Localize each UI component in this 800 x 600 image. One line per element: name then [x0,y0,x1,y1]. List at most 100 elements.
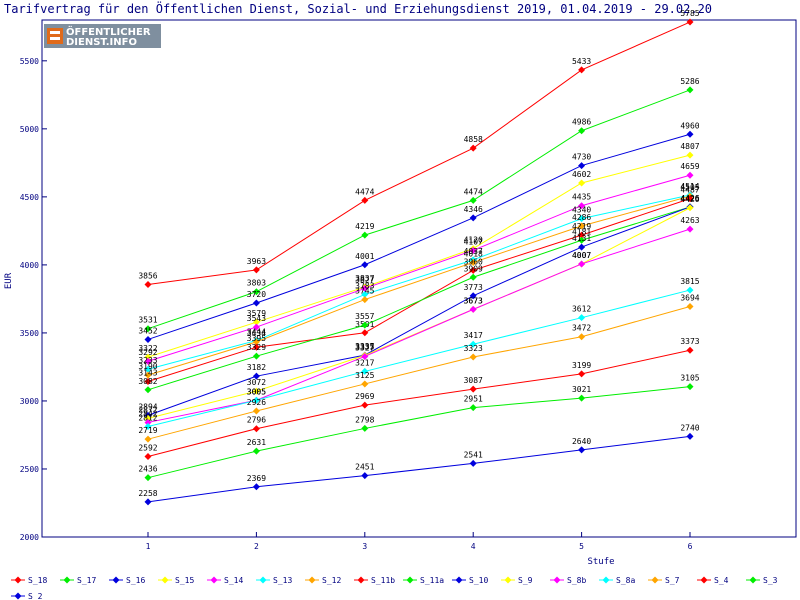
legend-marker [357,576,365,584]
series-line [147,207,691,419]
series-layer: 3856 3963 4474 4858 5433 5785 3531 3803 4219 4474… [138,9,700,506]
data-point [578,127,586,135]
y-axis-label: EUR [4,272,14,289]
data-label: 3856 [138,271,157,280]
data-label: 4659 [680,162,699,171]
data-point [469,305,477,313]
data-label: 4487 [680,186,699,195]
data-label: 3143 [138,368,157,377]
data-label: 3335 [355,342,374,351]
data-label: 4986 [572,118,591,127]
data-point [252,483,260,491]
data-point [252,372,260,380]
data-label: 3720 [247,290,266,299]
legend-label: S_17 [77,576,96,585]
data-label: 4514 [680,182,699,191]
data-point [252,396,260,404]
series-line [147,154,691,358]
data-label: 3909 [464,264,483,273]
data-label: 2436 [138,465,157,474]
legend-marker [651,576,659,584]
data-point [252,318,260,326]
data-label: 4001 [355,252,374,261]
data-label: 3373 [680,337,699,346]
data-point [469,340,477,348]
data-label: 5433 [572,57,591,66]
series-line [147,349,691,457]
series-s-11a: 3082 3329 3557 3909 4181 4426 [138,194,700,394]
legend-item: S_16 [109,576,145,585]
data-point [469,385,477,393]
data-label: 4474 [355,187,374,196]
data-point [252,266,260,274]
data-point [144,371,152,379]
series-s-8a: 2812 3005 3217 3417 3612 3815 [138,277,700,431]
data-label: 3745 [355,287,374,296]
data-point [361,296,369,304]
series-s-13: 3233 3444 3783 4037 4340 4514 [138,182,700,373]
data-point [252,447,260,455]
x-tick-label: 2 [254,542,259,551]
data-point [361,380,369,388]
y-tick-label: 4500 [20,193,39,202]
legend-label: S_8b [567,576,586,585]
legend-item: S_10 [452,576,488,585]
data-label: 2812 [138,414,157,423]
series-line [147,386,691,479]
legend: S_18 S_17 S_16 S_15 S_14 S_13 S_12 S_11b S_11a S_… [11,576,778,600]
data-label: 4426 [680,194,699,203]
x-axis: 1 2 3 4 5 6 [146,532,693,551]
legend-item: S_8b [550,576,586,585]
legend-item: S_15 [158,576,194,585]
data-label: 3125 [355,371,374,380]
data-label: 2719 [138,426,157,435]
legend-label: S_11a [420,576,444,585]
legend-label: S_10 [469,576,488,585]
legend-label: S_7 [665,576,680,585]
data-label: 4807 [680,142,699,151]
data-point [469,258,477,266]
data-point [686,130,694,138]
data-point [686,303,694,311]
data-point [578,236,586,244]
data-point [686,171,694,179]
data-point [686,195,694,203]
data-point [686,18,694,26]
data-point [469,459,477,467]
data-point [144,474,152,482]
data-label: 4435 [572,193,591,202]
data-point [144,357,152,365]
data-label: 2796 [247,416,266,425]
data-label: 4505 [680,183,699,192]
data-point [686,432,694,440]
legend-item: S_7 [648,576,680,585]
legend-marker [749,576,757,584]
series-s-14: 3292 3543 3827 4107 4435 4659 [138,162,700,365]
data-point [578,370,586,378]
data-label: 3472 [572,324,591,333]
data-label: 3803 [247,279,266,288]
data-point [144,452,152,460]
data-label: 3773 [464,283,483,292]
y-tick-label: 4000 [20,261,39,270]
legend-marker [406,576,414,584]
series-line [147,228,691,423]
legend-item: S_3 [746,576,778,585]
series-s-9: 2872 3072 3335 3673 4007 4420 [138,195,700,422]
legend-marker [602,576,610,584]
data-point [578,446,586,454]
data-point [578,202,586,210]
data-label: 4340 [572,206,591,215]
data-point [252,288,260,296]
data-point [361,329,369,337]
data-label: 2592 [138,443,157,452]
data-point [144,435,152,443]
legend-item: S_11b [354,576,395,585]
data-point [469,292,477,300]
legend-label: S_12 [322,576,341,585]
data-label: 3217 [355,358,374,367]
data-point [686,346,694,354]
legend-marker [210,576,218,584]
data-label: 2258 [138,489,157,498]
